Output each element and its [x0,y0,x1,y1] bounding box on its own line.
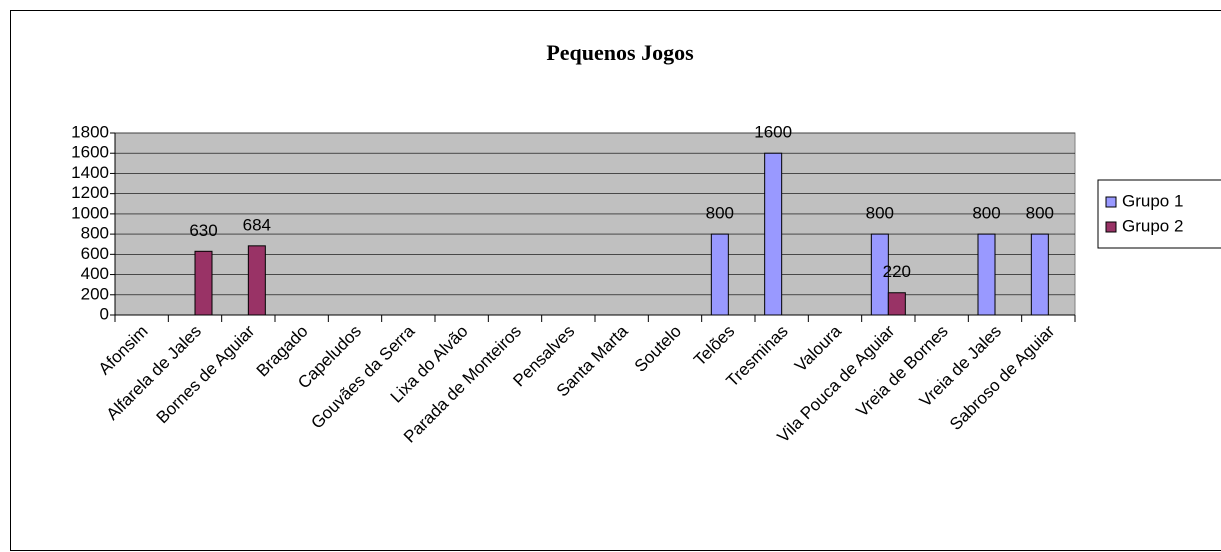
data-label: 800 [866,204,894,223]
y-tick-label: 1000 [71,203,109,222]
bar [247,245,266,316]
bar [710,233,729,316]
legend-swatch [1105,196,1117,208]
chart-title: Pequenos Jogos [546,40,694,65]
data-label: 630 [189,221,217,240]
y-tick-label: 0 [100,304,109,323]
bar [764,152,783,316]
data-label: 1600 [754,123,792,142]
plot-area [114,132,1076,316]
data-label: 800 [972,204,1000,223]
legend-swatch [1105,221,1117,233]
y-tick-label: 200 [81,284,109,303]
y-tick-label: 1200 [71,183,109,202]
bar [194,250,213,316]
bar [887,292,906,316]
y-tick-label: 1800 [71,122,109,141]
y-tick-label: 800 [81,224,109,243]
y-tick-label: 1400 [71,163,109,182]
data-label: 220 [883,262,911,281]
bar [870,233,889,316]
legend-label: Grupo 2 [1122,216,1183,235]
legend-box [1097,179,1221,249]
y-tick-label: 400 [81,264,109,283]
y-tick-label: 600 [81,244,109,263]
data-label: 800 [706,204,734,223]
bar [977,233,996,316]
y-tick-label: 1600 [71,143,109,162]
bar [1030,233,1049,316]
data-label: 684 [243,215,271,234]
data-label: 800 [1026,204,1054,223]
legend-label: Grupo 1 [1122,191,1183,210]
